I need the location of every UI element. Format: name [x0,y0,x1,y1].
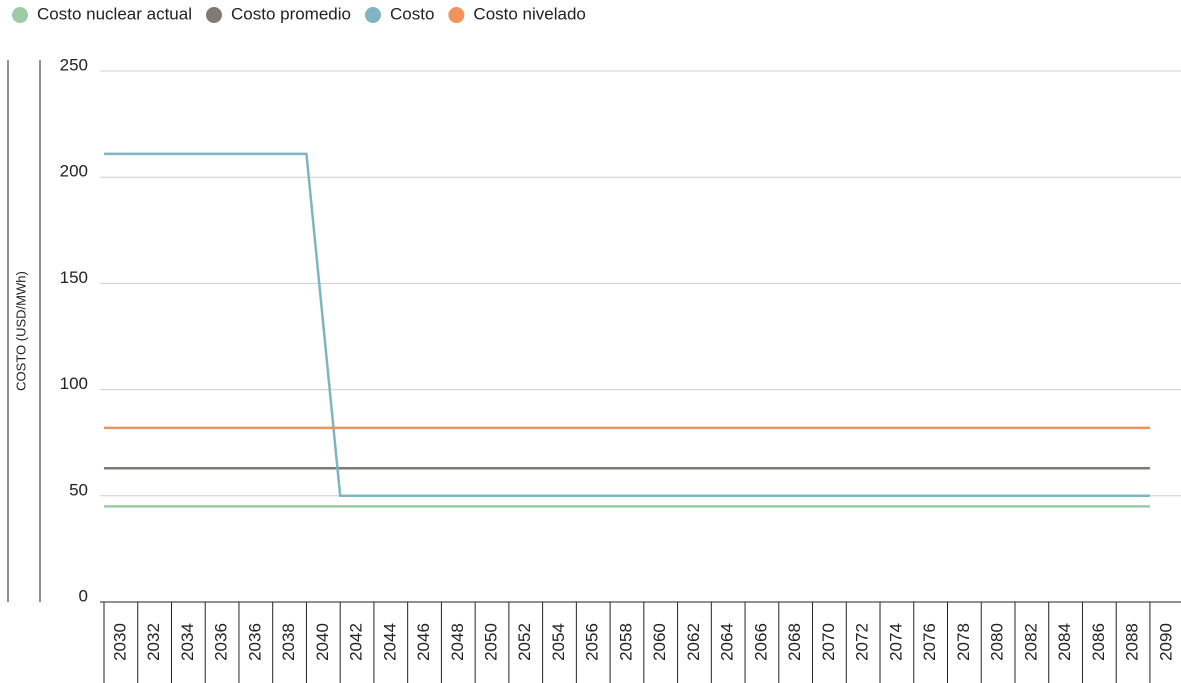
x-tick-label: 2070 [819,623,838,661]
x-tick-label: 2068 [785,623,804,661]
y-tick-label: 100 [60,374,88,393]
x-tick-label: 2058 [616,623,635,661]
x-tick-label: 2030 [110,623,129,661]
x-tick-label: 2078 [954,623,973,661]
legend-marker [205,7,222,23]
x-tick-label: 2042 [347,623,366,661]
x-tick-label: 2050 [481,623,500,661]
legend-label: Costo nuclear actual [37,4,192,23]
x-tick-label: 2044 [380,623,399,661]
y-tick-label: 200 [60,162,88,181]
x-tick-label: 2090 [1156,623,1175,661]
x-tick-label: 2038 [279,623,298,661]
x-tick-label: 2074 [886,623,905,661]
x-tick-label: 2046 [414,623,433,661]
x-tick-label: 2076 [920,623,939,661]
x-tick-label: 2064 [718,623,737,661]
x-tick-label: 2084 [1055,623,1074,661]
legend-label: Costo nivelado [473,4,585,23]
x-tick-label: 2072 [853,623,872,661]
x-tick-label: 2056 [583,623,602,661]
x-tick-label: 2080 [988,623,1007,661]
x-tick-label: 2034 [178,623,197,661]
x-tick-label: 2066 [751,623,770,661]
y-tick-label: 150 [60,268,88,287]
x-tick-label: 2062 [684,623,703,661]
x-tick-label: 2032 [144,623,163,661]
legend-label: Costo promedio [231,4,351,23]
y-tick-label: 250 [60,55,88,74]
x-tick-label: 2036 [245,623,264,661]
y-axis-label: COSTO (USD/MWh) [13,271,28,391]
x-tick-label: 2088 [1123,623,1142,661]
x-tick-label: 2052 [515,623,534,661]
x-tick-label: 2036 [212,623,231,661]
x-tick-label: 2086 [1089,623,1108,661]
x-tick-label: 2054 [549,623,568,661]
x-tick-label: 2048 [448,623,467,661]
legend-label: Costo [390,4,434,23]
y-tick-label: 50 [69,480,88,499]
series-line [104,152,1150,498]
legend-marker [365,7,381,23]
x-tick-label: 2082 [1021,623,1040,661]
legend-marker [448,7,465,23]
legend-marker [12,7,28,23]
x-tick-label: 2040 [313,623,332,661]
y-tick-label: 0 [79,586,88,605]
x-tick-label: 2060 [650,623,669,661]
